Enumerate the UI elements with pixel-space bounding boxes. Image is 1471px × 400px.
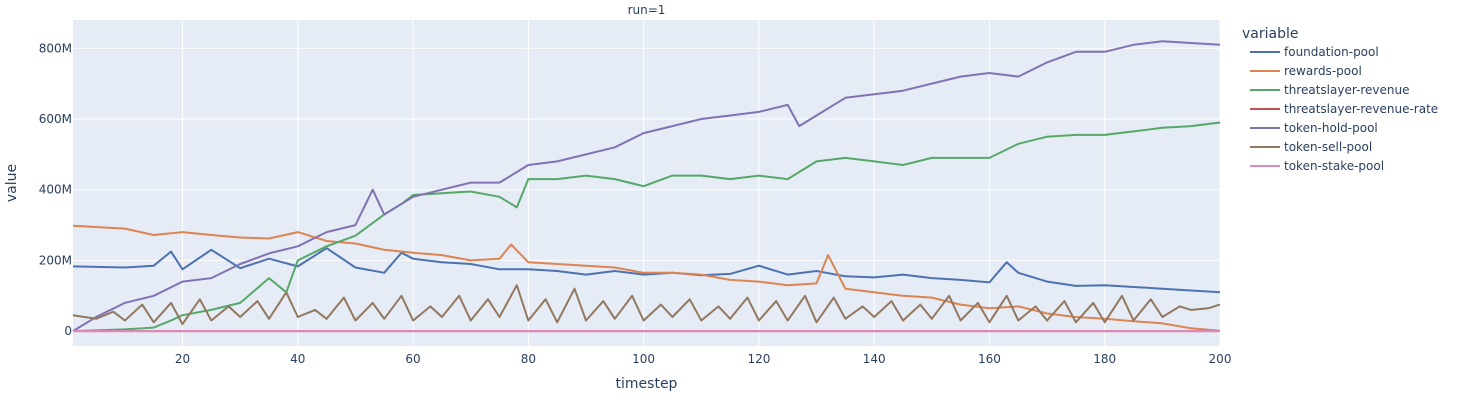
- series-line-rewards-pool: [72, 224, 1221, 332]
- series-line-foundation-pool: [72, 247, 1221, 294]
- x-tick-label: 20: [175, 352, 190, 366]
- x-tick-label: 140: [863, 352, 886, 366]
- legend-item-foundation-pool[interactable]: foundation-pool: [1250, 45, 1379, 59]
- legend-label: rewards-pool: [1284, 64, 1362, 78]
- legend-item-rewards-pool[interactable]: rewards-pool: [1250, 64, 1362, 78]
- x-axis-title: timestep: [616, 376, 678, 392]
- legend-item-token-sell-pool[interactable]: token-sell-pool: [1250, 140, 1372, 154]
- x-tick-label: 80: [521, 352, 536, 366]
- y-tick-label: 0: [64, 324, 72, 338]
- x-tick-label: 120: [747, 352, 770, 366]
- x-tick-label: 60: [405, 352, 420, 366]
- legend-item-threatslayer-revenue[interactable]: threatslayer-revenue: [1250, 83, 1409, 97]
- legend-item-token-stake-pool[interactable]: token-stake-pool: [1250, 159, 1384, 173]
- legend[interactable]: variable foundation-pool rewards-pool thre…: [1242, 26, 1438, 173]
- legend-title: variable: [1242, 26, 1298, 42]
- legend-label: threatslayer-revenue-rate: [1284, 102, 1438, 116]
- x-axis-ticks: 20 40 60 80 100 120 140 160 180 200: [175, 352, 1232, 366]
- x-tick-label: 100: [632, 352, 655, 366]
- legend-label: token-sell-pool: [1284, 140, 1372, 154]
- y-axis-ticks: 0 200M 400M 600M 800M: [39, 41, 72, 338]
- facet-title: run=1: [628, 3, 666, 17]
- x-tick-label: 160: [978, 352, 1001, 366]
- y-tick-label: 600M: [39, 112, 72, 126]
- series-line-token-hold-pool: [72, 40, 1221, 332]
- legend-label: token-hold-pool: [1284, 121, 1378, 135]
- series-line-token-sell-pool: [72, 284, 1221, 326]
- y-tick-label: 200M: [39, 253, 72, 267]
- x-tick-label: 200: [1209, 352, 1232, 366]
- x-tick-label: 40: [290, 352, 305, 366]
- y-axis-title: value: [4, 164, 20, 202]
- legend-item-threatslayer-revenue-rate[interactable]: threatslayer-revenue-rate: [1250, 102, 1438, 116]
- y-tick-label: 800M: [39, 41, 72, 55]
- series-line-threatslayer-revenue: [72, 121, 1221, 333]
- plot-area: [73, 20, 1220, 346]
- legend-label: threatslayer-revenue: [1284, 83, 1409, 97]
- x-tick-label: 180: [1093, 352, 1116, 366]
- legend-label: token-stake-pool: [1284, 159, 1384, 173]
- legend-items[interactable]: foundation-pool rewards-pool threatslayer-…: [1250, 45, 1438, 173]
- y-tick-label: 400M: [39, 183, 72, 197]
- legend-label: foundation-pool: [1284, 45, 1379, 59]
- legend-item-token-hold-pool[interactable]: token-hold-pool: [1250, 121, 1378, 135]
- series-layer: [72, 40, 1221, 333]
